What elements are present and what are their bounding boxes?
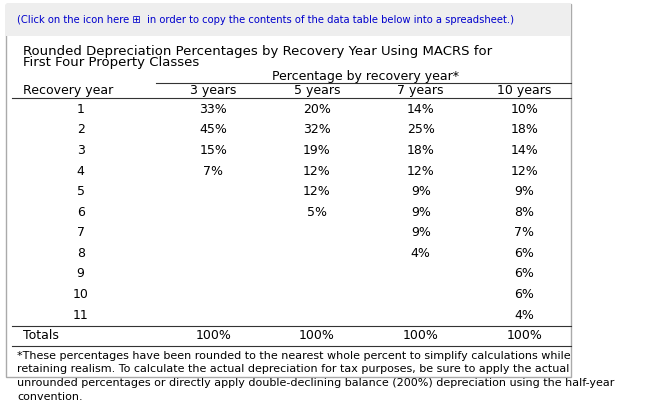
- Text: 45%: 45%: [199, 123, 227, 136]
- Text: 9%: 9%: [411, 206, 431, 219]
- Text: 2: 2: [77, 123, 84, 136]
- Text: 7: 7: [76, 226, 84, 239]
- Text: 32%: 32%: [303, 123, 331, 136]
- Text: 9%: 9%: [411, 185, 431, 198]
- Text: Percentage by recovery year*: Percentage by recovery year*: [273, 70, 460, 83]
- Text: 6%: 6%: [515, 247, 535, 260]
- Text: *These percentages have been rounded to the nearest whole percent to simplify ca: *These percentages have been rounded to …: [17, 351, 614, 402]
- Text: 18%: 18%: [407, 144, 435, 157]
- Text: 10%: 10%: [511, 103, 539, 116]
- Text: First Four Property Classes: First Four Property Classes: [23, 56, 199, 69]
- Text: 8%: 8%: [515, 206, 535, 219]
- Text: 3 years: 3 years: [190, 84, 237, 97]
- Text: 100%: 100%: [403, 329, 439, 342]
- Text: Totals: Totals: [23, 329, 59, 342]
- Text: 5 years: 5 years: [293, 84, 340, 97]
- Text: Rounded Depreciation Percentages by Recovery Year Using MACRS for: Rounded Depreciation Percentages by Reco…: [23, 45, 492, 58]
- Text: 5: 5: [76, 185, 84, 198]
- Text: 4: 4: [77, 164, 84, 177]
- Text: 100%: 100%: [507, 329, 543, 342]
- Text: 6%: 6%: [515, 288, 535, 301]
- Text: 14%: 14%: [407, 103, 435, 116]
- Text: 100%: 100%: [195, 329, 231, 342]
- Text: 15%: 15%: [199, 144, 227, 157]
- Text: 25%: 25%: [407, 123, 435, 136]
- Text: 12%: 12%: [511, 164, 538, 177]
- FancyBboxPatch shape: [6, 4, 571, 36]
- Text: 18%: 18%: [511, 123, 539, 136]
- Text: 9%: 9%: [411, 226, 431, 239]
- Text: 100%: 100%: [299, 329, 335, 342]
- Text: 10: 10: [73, 288, 88, 301]
- Text: 7 years: 7 years: [397, 84, 444, 97]
- Text: 3: 3: [77, 144, 84, 157]
- Text: (Click on the icon here ⊞  in order to copy the contents of the data table below: (Click on the icon here ⊞ in order to co…: [17, 15, 515, 25]
- Text: 19%: 19%: [303, 144, 331, 157]
- Text: 12%: 12%: [303, 185, 331, 198]
- Text: 6: 6: [77, 206, 84, 219]
- Text: Recovery year: Recovery year: [23, 84, 113, 97]
- Text: 10 years: 10 years: [497, 84, 551, 97]
- Text: 20%: 20%: [303, 103, 331, 116]
- Text: 7%: 7%: [203, 164, 223, 177]
- Text: 12%: 12%: [303, 164, 331, 177]
- Text: 9%: 9%: [515, 185, 535, 198]
- Text: 6%: 6%: [515, 267, 535, 280]
- FancyBboxPatch shape: [6, 4, 571, 377]
- Text: 11: 11: [73, 309, 88, 322]
- Text: 7%: 7%: [515, 226, 535, 239]
- Text: 1: 1: [77, 103, 84, 116]
- Text: 8: 8: [76, 247, 84, 260]
- Text: 9: 9: [77, 267, 84, 280]
- Text: 12%: 12%: [407, 164, 435, 177]
- Text: 5%: 5%: [307, 206, 327, 219]
- Text: 4%: 4%: [411, 247, 431, 260]
- Text: 33%: 33%: [200, 103, 227, 116]
- Text: 4%: 4%: [515, 309, 535, 322]
- Text: 14%: 14%: [511, 144, 538, 157]
